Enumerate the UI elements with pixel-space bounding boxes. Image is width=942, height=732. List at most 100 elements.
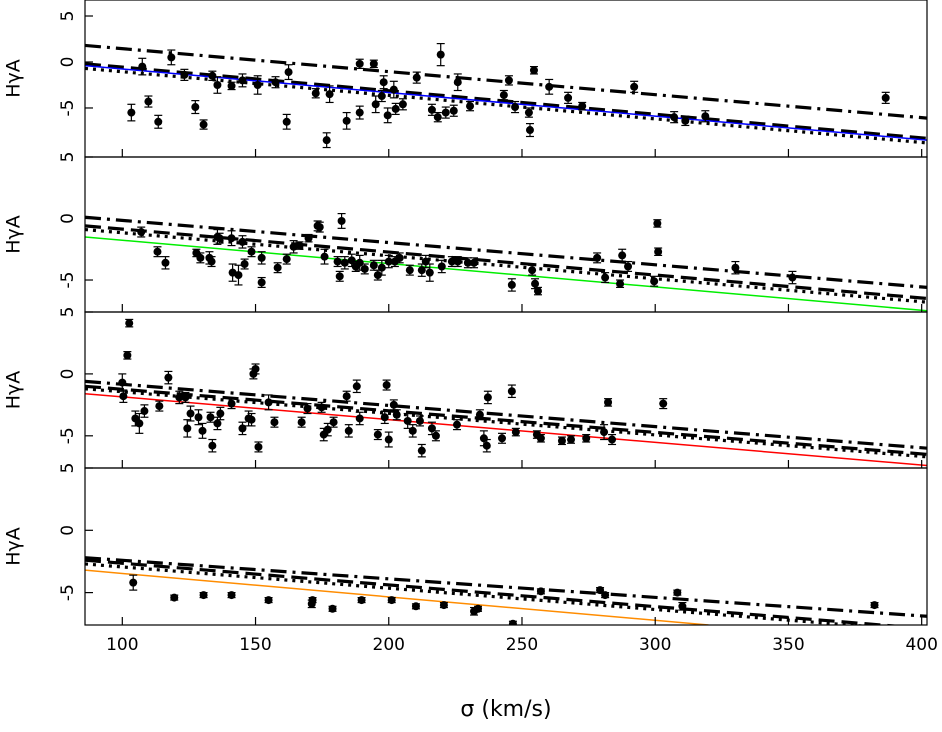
point xyxy=(333,257,342,266)
point xyxy=(369,261,378,270)
point xyxy=(264,398,273,407)
point xyxy=(453,78,462,87)
plot-area xyxy=(85,318,927,467)
y-tick-label: 5 xyxy=(58,307,78,318)
point xyxy=(257,253,266,262)
point xyxy=(140,407,149,416)
point xyxy=(379,78,388,87)
point xyxy=(199,591,208,600)
point xyxy=(373,430,382,439)
point xyxy=(257,278,266,287)
point xyxy=(504,76,513,85)
point xyxy=(701,112,710,121)
point xyxy=(357,596,366,605)
point xyxy=(119,392,128,401)
point xyxy=(282,117,291,126)
point xyxy=(227,234,236,243)
point xyxy=(411,602,420,611)
point xyxy=(198,426,207,435)
point xyxy=(118,378,127,387)
y-tick-label: 5 xyxy=(58,152,78,163)
point xyxy=(208,441,217,450)
point xyxy=(624,262,633,271)
y-tick-label: -5 xyxy=(58,584,78,601)
point xyxy=(215,234,224,243)
point xyxy=(395,253,404,262)
point xyxy=(788,273,797,282)
point xyxy=(208,71,217,80)
point xyxy=(474,604,483,613)
point xyxy=(175,393,184,402)
point xyxy=(238,237,247,246)
point xyxy=(297,418,306,427)
point xyxy=(180,70,189,79)
point xyxy=(207,257,216,266)
point xyxy=(470,258,479,267)
point xyxy=(355,108,364,117)
point xyxy=(254,442,263,451)
fit-line xyxy=(85,62,927,140)
point xyxy=(295,241,304,250)
x-tick-label: 250 xyxy=(506,635,538,655)
point xyxy=(405,266,414,275)
point xyxy=(308,596,317,605)
point xyxy=(213,419,222,428)
point xyxy=(154,117,163,126)
y-tick-label: 5 xyxy=(58,463,78,474)
point xyxy=(284,68,293,77)
point xyxy=(138,62,147,71)
point xyxy=(449,106,458,115)
point xyxy=(282,255,291,264)
y-tick-label: -5 xyxy=(58,272,78,289)
point xyxy=(227,591,236,600)
fit-line xyxy=(85,384,927,456)
point xyxy=(144,97,153,106)
point xyxy=(536,587,545,596)
point xyxy=(508,619,517,625)
plot-area xyxy=(85,42,927,149)
point xyxy=(315,223,324,232)
point xyxy=(135,419,144,428)
point xyxy=(325,90,334,99)
point xyxy=(654,247,663,256)
point xyxy=(870,601,879,610)
y-tick-label: 0 xyxy=(58,213,78,224)
point xyxy=(371,100,380,109)
point xyxy=(507,387,516,396)
point xyxy=(206,413,215,422)
point xyxy=(511,428,520,437)
x-tick-label: 300 xyxy=(639,635,671,655)
point xyxy=(452,420,461,429)
point xyxy=(578,102,587,111)
point xyxy=(425,268,434,277)
point xyxy=(322,136,331,145)
point xyxy=(317,403,326,412)
point xyxy=(344,426,353,435)
fit-line xyxy=(85,392,927,467)
x-tick-label: 350 xyxy=(772,635,804,655)
point xyxy=(153,247,162,256)
fit-line xyxy=(85,558,901,625)
point xyxy=(382,381,391,390)
point xyxy=(389,85,398,94)
point xyxy=(525,126,534,135)
point xyxy=(608,435,617,444)
point xyxy=(479,434,488,443)
point xyxy=(670,113,679,122)
point xyxy=(304,234,313,243)
point xyxy=(604,398,613,407)
point xyxy=(659,399,668,408)
point xyxy=(567,435,576,444)
point xyxy=(181,393,190,402)
point xyxy=(678,602,687,611)
point xyxy=(498,434,507,443)
point xyxy=(601,591,610,600)
fit-line xyxy=(85,64,927,141)
y-tick-label: -5 xyxy=(58,100,78,117)
point xyxy=(303,404,312,413)
point xyxy=(199,120,208,129)
point xyxy=(251,364,260,373)
point xyxy=(360,264,369,273)
point xyxy=(441,108,450,117)
point xyxy=(352,382,361,391)
